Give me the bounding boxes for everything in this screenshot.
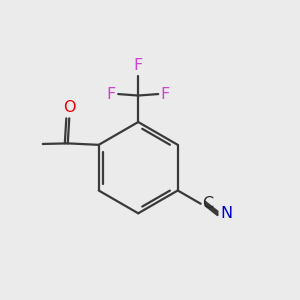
Text: O: O <box>63 100 76 115</box>
Text: N: N <box>220 206 232 221</box>
Text: F: F <box>106 87 116 102</box>
Text: C: C <box>202 196 213 211</box>
Text: F: F <box>134 58 143 73</box>
Text: F: F <box>160 87 170 102</box>
